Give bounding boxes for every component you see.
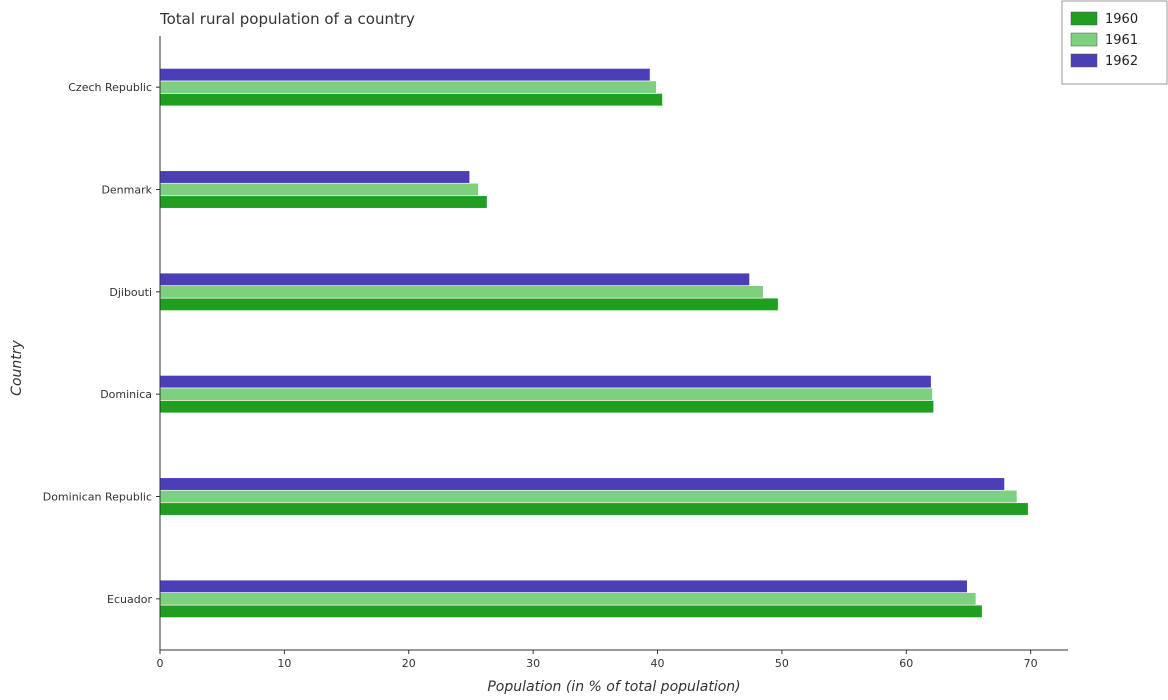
- x-tick-label-50: 50: [775, 657, 789, 670]
- bar-dominica-1960: [159, 400, 934, 414]
- x-axis-label: Population (in % of total population): [487, 679, 740, 695]
- bar-czech-republic-1962: [159, 68, 651, 82]
- bar-denmark-1961: [159, 182, 479, 197]
- bar-ecuador-1962: [159, 579, 968, 593]
- x-tick-label-40: 40: [651, 657, 665, 670]
- bar-denmark-1962: [159, 170, 471, 184]
- x-tick-label-60: 60: [899, 657, 913, 670]
- bar-denmark-1960: [159, 195, 488, 209]
- bar-djibouti-1960: [159, 297, 779, 311]
- legend-swatch-1960: [1070, 11, 1098, 26]
- legend-label-1960: 1960: [1105, 12, 1138, 27]
- bar-ecuador-1961: [159, 592, 977, 606]
- bar-czech-republic-1961: [159, 80, 657, 94]
- x-tick-label-70: 70: [1024, 657, 1038, 670]
- legend-label-1961: 1961: [1105, 33, 1138, 48]
- bar-djibouti-1961: [159, 285, 764, 299]
- legend-label-1962: 1962: [1105, 54, 1138, 69]
- legend: 1960 1961 1962: [1061, 0, 1168, 85]
- y-tick-label-czech-republic: Czech Republic: [68, 81, 152, 94]
- y-tick-label-denmark: Denmark: [101, 184, 152, 197]
- legend-swatch-1961: [1070, 32, 1098, 47]
- bar-dominican-republic-1960: [159, 502, 1029, 516]
- y-tick-label-dominican-republic: Dominican Republic: [43, 491, 152, 504]
- bar-ecuador-1960: [159, 604, 983, 618]
- y-axis-label: Country: [9, 339, 25, 395]
- bar-dominica-1961: [159, 387, 933, 401]
- bar-dominica-1962: [159, 375, 932, 389]
- y-tick-label-ecuador: Ecuador: [107, 593, 152, 606]
- y-tick-label-dominica: Dominica: [100, 388, 152, 401]
- legend-swatch-1962: [1070, 53, 1098, 68]
- y-tick-label-djibouti: Djibouti: [109, 286, 152, 299]
- x-tick-label-30: 30: [526, 657, 540, 670]
- x-tick-label-10: 10: [277, 657, 291, 670]
- axes: Czech Republic Denmark Djibouti Dominica Dom…: [43, 36, 1068, 670]
- plot-area: [159, 68, 1029, 618]
- bar-dominican-republic-1961: [159, 489, 1018, 504]
- bar-dominican-republic-1962: [159, 477, 1005, 491]
- chart-title: Total rural population of a country: [159, 10, 415, 28]
- x-tick-label-20: 20: [402, 657, 416, 670]
- bar-djibouti-1962: [159, 272, 750, 286]
- bar-czech-republic-1960: [159, 93, 663, 107]
- x-tick-label-0: 0: [157, 657, 164, 670]
